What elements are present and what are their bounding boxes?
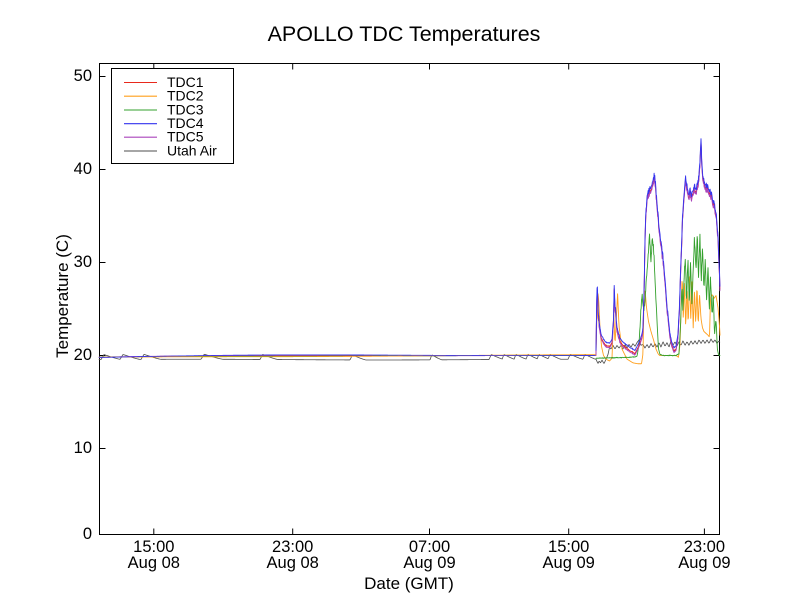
svg-text:0: 0 [83,525,92,543]
svg-text:Temperature (C): Temperature (C) [53,234,72,358]
svg-text:Aug 09: Aug 09 [678,554,730,572]
svg-text:10: 10 [74,439,92,457]
svg-text:Aug 09: Aug 09 [543,554,595,572]
svg-text:Utah Air: Utah Air [167,143,217,159]
svg-text:Aug 08: Aug 08 [267,554,319,572]
svg-text:APOLLO TDC Temperatures: APOLLO TDC Temperatures [268,22,541,46]
svg-text:Aug 09: Aug 09 [403,554,455,572]
svg-text:Date (GMT): Date (GMT) [364,574,454,593]
svg-text:40: 40 [74,160,92,178]
svg-text:30: 30 [74,253,92,271]
svg-text:50: 50 [74,67,92,85]
svg-text:Aug 08: Aug 08 [128,554,180,572]
svg-text:20: 20 [74,346,92,364]
